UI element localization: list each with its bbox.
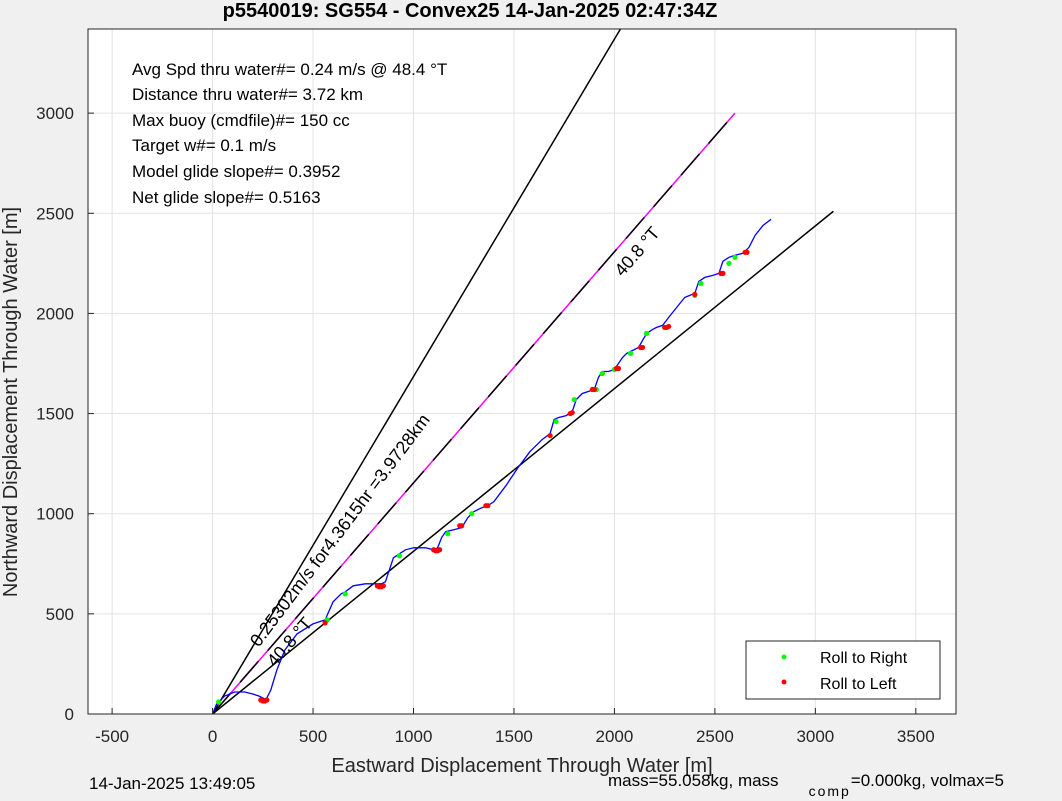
info-line-target-w: Target w#= 0.1 m/s — [132, 136, 276, 155]
y-tick-label: 500 — [46, 605, 74, 624]
roll-marker — [380, 583, 386, 589]
axis-ticks: -500 0 500 1000 1500 2000 2500 3000 3500 0 500 1000… — [36, 104, 935, 746]
x-tick-label: 2500 — [696, 727, 734, 746]
roll-marker — [569, 409, 575, 416]
footer-timestamp: 14-Jan-2025 13:49:05 — [89, 774, 255, 793]
footer-mass: mass=55.058kg, mass comp=0.000kg, volmax=… — [608, 771, 1004, 799]
y-tick-label: 2500 — [36, 204, 74, 223]
roll-marker — [459, 523, 465, 529]
roll-marker — [342, 591, 348, 597]
x-axis-label: Eastward Displacement Through Water [m] — [331, 755, 712, 777]
roll-marker — [744, 249, 750, 255]
y-axis-label: Northward Displacement Through Water [m] — [0, 207, 22, 597]
legend-box — [745, 640, 941, 700]
x-tick-label: 1500 — [495, 727, 533, 746]
roll-marker — [485, 503, 491, 509]
x-tick-label: 2000 — [596, 727, 634, 746]
info-line-avg-speed: Avg Spd thru water#= 0.24 m/s @ 48.4 °T — [132, 60, 447, 79]
info-box: Avg Spd thru water#= 0.24 m/s @ 48.4 °T … — [132, 60, 447, 207]
roll-marker — [639, 344, 646, 351]
y-tick-label: 2000 — [36, 304, 74, 323]
roll-marker — [627, 350, 634, 357]
plot-area: -500 0 500 1000 1500 2000 2500 3000 3500 0 500 1000… — [36, 28, 957, 746]
x-tick-label: 1000 — [395, 727, 433, 746]
roll-marker — [445, 531, 451, 537]
roll-marker — [553, 418, 559, 425]
roll-marker — [692, 291, 698, 297]
roll-markers — [216, 249, 750, 705]
info-line-max-buoy: Max buoy (cmdfile)#= 150 cc — [132, 111, 350, 130]
reference-line — [212, 210, 834, 714]
x-tick-label: 0 — [208, 727, 217, 746]
x-tick-label: -500 — [95, 727, 129, 746]
footer-mass-tail: =0.000kg, volmax=5 — [851, 771, 1004, 790]
roll-marker — [469, 511, 475, 517]
plot-background — [88, 29, 956, 714]
plot-frame — [87, 28, 957, 715]
x-tick-label: 3000 — [796, 727, 834, 746]
roll-marker — [732, 254, 738, 260]
legend-marker-roll-left — [781, 679, 787, 685]
roll-marker — [698, 280, 704, 286]
y-tick-label: 1500 — [36, 405, 74, 424]
roll-marker — [615, 365, 622, 372]
roll-marker — [437, 547, 443, 553]
roll-marker — [720, 270, 726, 276]
track-line — [211, 218, 772, 714]
legend-label-roll-right: Roll to Right — [820, 650, 908, 667]
x-tick-label: 500 — [299, 727, 327, 746]
y-tick-label: 3000 — [36, 104, 74, 123]
reference-line — [211, 29, 622, 714]
roll-marker — [599, 370, 605, 377]
roll-marker — [666, 323, 672, 330]
legend: Roll to Right Roll to Left — [745, 640, 941, 700]
info-line-model-glide: Model glide slope#= 0.3952 — [132, 162, 340, 181]
info-line-net-glide: Net glide slope#= 0.5163 — [132, 188, 321, 207]
roll-marker — [396, 553, 403, 559]
info-line-distance: Distance thru water#= 3.72 km — [132, 85, 363, 104]
reference-line — [212, 112, 736, 714]
x-tick-label: 3500 — [897, 727, 935, 746]
roll-marker — [264, 697, 270, 703]
roll-marker — [591, 386, 597, 393]
y-tick-label: 0 — [65, 705, 74, 724]
y-tick-label: 1000 — [36, 505, 74, 524]
roll-marker — [216, 699, 222, 705]
chart-title: p5540019: SG554 - Convex25 14-Jan-2025 0… — [223, 0, 718, 22]
roll-marker — [547, 432, 553, 439]
footer-mass-sub: comp — [809, 783, 851, 799]
footer-mass-text: mass=55.058kg, mass — [608, 771, 779, 790]
reference-lines — [211, 29, 834, 714]
data-layer — [211, 29, 834, 714]
roll-marker — [322, 620, 328, 626]
roll-marker — [643, 330, 650, 337]
legend-marker-roll-right — [781, 654, 787, 660]
roll-marker — [726, 260, 732, 266]
roll-marker — [571, 396, 577, 403]
legend-label-roll-left: Roll to Left — [820, 676, 897, 693]
